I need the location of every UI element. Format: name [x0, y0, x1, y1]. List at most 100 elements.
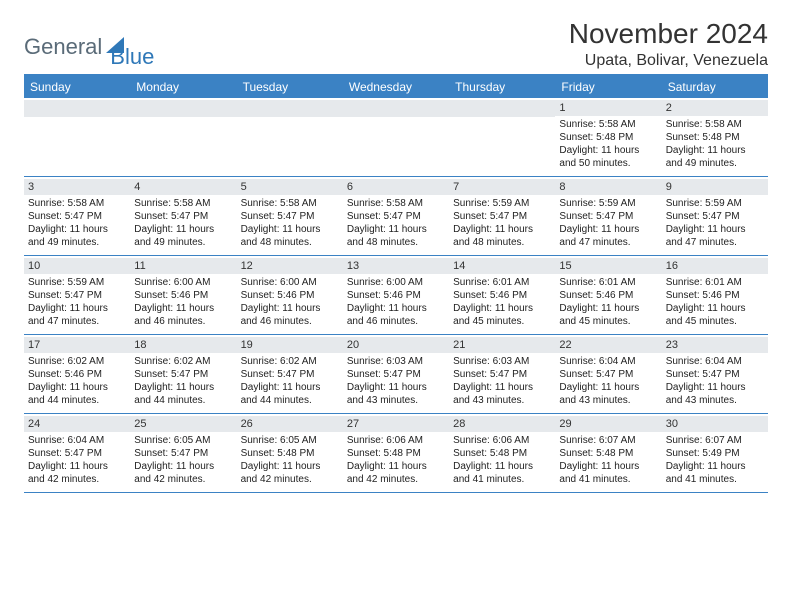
weekday-label: Monday — [130, 76, 236, 98]
day-info: Sunrise: 6:00 AMSunset: 5:46 PMDaylight:… — [134, 276, 232, 328]
logo: General Blue — [24, 24, 154, 70]
day-cell: 18Sunrise: 6:02 AMSunset: 5:47 PMDayligh… — [130, 335, 236, 413]
day-cell: 27 Sunrise: 6:06 AMSunset: 5:48 PMDayligh… — [343, 414, 449, 492]
day-info: Sunrise: 5:58 AMSunset: 5:47 PMDaylight:… — [241, 197, 339, 249]
day-info: Sunrise: 6:02 AMSunset: 5:46 PMDaylight:… — [28, 355, 126, 407]
weekday-label: Thursday — [449, 76, 555, 98]
day-cell: 24 Sunrise: 6:04 AMSunset: 5:47 PMDayligh… — [24, 414, 130, 492]
weekday-label: Friday — [555, 76, 661, 98]
day-number: 4 — [130, 179, 236, 195]
day-info: Sunrise: 6:04 AMSunset: 5:47 PMDaylight:… — [28, 434, 126, 486]
calendar: SundayMondayTuesdayWednesdayThursdayFrid… — [24, 74, 768, 493]
day-number: 5 — [237, 179, 343, 195]
empty-day-number — [449, 100, 555, 117]
day-cell: 9 Sunrise: 5:59 AMSunset: 5:47 PMDaylight… — [662, 177, 768, 255]
header: General Blue November 2024 Upata, Boliva… — [24, 18, 768, 70]
day-cell: 1 Sunrise: 5:58 AMSunset: 5:48 PMDaylight… — [555, 98, 661, 176]
empty-day-number — [24, 100, 130, 117]
day-cell — [343, 98, 449, 176]
day-info: Sunrise: 5:59 AMSunset: 5:47 PMDaylight:… — [559, 197, 657, 249]
weekday-label: Tuesday — [237, 76, 343, 98]
day-info: Sunrise: 6:06 AMSunset: 5:48 PMDaylight:… — [347, 434, 445, 486]
day-info: Sunrise: 6:01 AMSunset: 5:46 PMDaylight:… — [559, 276, 657, 328]
weekday-label: Sunday — [24, 76, 130, 98]
day-cell: 21 Sunrise: 6:03 AMSunset: 5:47 PMDayligh… — [449, 335, 555, 413]
day-info: Sunrise: 5:58 AMSunset: 5:47 PMDaylight:… — [134, 197, 232, 249]
day-number: 26 — [237, 416, 343, 432]
day-cell: 4 Sunrise: 5:58 AMSunset: 5:47 PMDaylight… — [130, 177, 236, 255]
day-cell: 13Sunrise: 6:00 AMSunset: 5:46 PMDayligh… — [343, 256, 449, 334]
day-cell: 6Sunrise: 5:58 AMSunset: 5:47 PMDaylight… — [343, 177, 449, 255]
day-info: Sunrise: 6:04 AMSunset: 5:47 PMDaylight:… — [666, 355, 764, 407]
day-number: 8 — [555, 179, 661, 195]
day-info: Sunrise: 6:02 AMSunset: 5:47 PMDaylight:… — [134, 355, 232, 407]
day-cell: 28 Sunrise: 6:06 AMSunset: 5:48 PMDayligh… — [449, 414, 555, 492]
day-cell: 7 Sunrise: 5:59 AMSunset: 5:47 PMDaylight… — [449, 177, 555, 255]
day-number: 9 — [662, 179, 768, 195]
week-row: 10 Sunrise: 5:59 AMSunset: 5:47 PMDayligh… — [24, 256, 768, 335]
day-info: Sunrise: 6:05 AMSunset: 5:47 PMDaylight:… — [134, 434, 232, 486]
day-cell — [449, 98, 555, 176]
day-number: 20 — [343, 337, 449, 353]
day-number: 27 — [343, 416, 449, 432]
day-cell — [237, 98, 343, 176]
day-cell — [24, 98, 130, 176]
day-number: 21 — [449, 337, 555, 353]
week-row: 1 Sunrise: 5:58 AMSunset: 5:48 PMDaylight… — [24, 98, 768, 177]
week-row: 17Sunrise: 6:02 AMSunset: 5:46 PMDayligh… — [24, 335, 768, 414]
day-number: 3 — [24, 179, 130, 195]
day-number: 15 — [555, 258, 661, 274]
empty-day-number — [237, 100, 343, 117]
day-info: Sunrise: 6:00 AMSunset: 5:46 PMDaylight:… — [241, 276, 339, 328]
weekday-label: Wednesday — [343, 76, 449, 98]
day-number: 22 — [555, 337, 661, 353]
day-number: 29 — [555, 416, 661, 432]
day-number: 12 — [237, 258, 343, 274]
day-info: Sunrise: 6:01 AMSunset: 5:46 PMDaylight:… — [453, 276, 551, 328]
day-info: Sunrise: 5:59 AMSunset: 5:47 PMDaylight:… — [666, 197, 764, 249]
day-number: 28 — [449, 416, 555, 432]
day-number: 19 — [237, 337, 343, 353]
day-cell: 17Sunrise: 6:02 AMSunset: 5:46 PMDayligh… — [24, 335, 130, 413]
day-info: Sunrise: 5:58 AMSunset: 5:48 PMDaylight:… — [559, 118, 657, 170]
day-info: Sunrise: 6:04 AMSunset: 5:47 PMDaylight:… — [559, 355, 657, 407]
day-number: 1 — [555, 100, 661, 116]
day-info: Sunrise: 6:06 AMSunset: 5:48 PMDaylight:… — [453, 434, 551, 486]
day-info: Sunrise: 6:03 AMSunset: 5:47 PMDaylight:… — [453, 355, 551, 407]
logo-text-general: General — [24, 34, 102, 60]
day-cell: 26Sunrise: 6:05 AMSunset: 5:48 PMDayligh… — [237, 414, 343, 492]
title-block: November 2024 Upata, Bolivar, Venezuela — [569, 18, 768, 70]
day-cell: 5 Sunrise: 5:58 AMSunset: 5:47 PMDaylight… — [237, 177, 343, 255]
day-cell: 15 Sunrise: 6:01 AMSunset: 5:46 PMDayligh… — [555, 256, 661, 334]
day-number: 24 — [24, 416, 130, 432]
day-number: 14 — [449, 258, 555, 274]
day-info: Sunrise: 6:07 AMSunset: 5:49 PMDaylight:… — [666, 434, 764, 486]
day-info: Sunrise: 6:07 AMSunset: 5:48 PMDaylight:… — [559, 434, 657, 486]
day-number: 7 — [449, 179, 555, 195]
day-number: 2 — [662, 100, 768, 116]
weekday-header-row: SundayMondayTuesdayWednesdayThursdayFrid… — [24, 76, 768, 98]
month-title: November 2024 — [569, 18, 768, 50]
day-cell: 23Sunrise: 6:04 AMSunset: 5:47 PMDayligh… — [662, 335, 768, 413]
day-number: 16 — [662, 258, 768, 274]
day-cell: 3 Sunrise: 5:58 AMSunset: 5:47 PMDaylight… — [24, 177, 130, 255]
day-info: Sunrise: 6:02 AMSunset: 5:47 PMDaylight:… — [241, 355, 339, 407]
day-info: Sunrise: 5:58 AMSunset: 5:47 PMDaylight:… — [347, 197, 445, 249]
day-cell — [130, 98, 236, 176]
day-cell: 19 Sunrise: 6:02 AMSunset: 5:47 PMDayligh… — [237, 335, 343, 413]
day-cell: 11 Sunrise: 6:00 AMSunset: 5:46 PMDayligh… — [130, 256, 236, 334]
day-number: 10 — [24, 258, 130, 274]
day-cell: 25Sunrise: 6:05 AMSunset: 5:47 PMDayligh… — [130, 414, 236, 492]
day-info: Sunrise: 5:58 AMSunset: 5:47 PMDaylight:… — [28, 197, 126, 249]
day-info: Sunrise: 5:58 AMSunset: 5:48 PMDaylight:… — [666, 118, 764, 170]
week-row: 3Sunrise: 5:58 AMSunset: 5:47 PMDaylight… — [24, 177, 768, 256]
location: Upata, Bolivar, Venezuela — [569, 52, 768, 70]
day-cell: 30 Sunrise: 6:07 AMSunset: 5:49 PMDayligh… — [662, 414, 768, 492]
day-info: Sunrise: 5:59 AMSunset: 5:47 PMDaylight:… — [453, 197, 551, 249]
logo-text-blue: Blue — [110, 44, 154, 70]
day-number: 30 — [662, 416, 768, 432]
day-number: 11 — [130, 258, 236, 274]
day-info: Sunrise: 5:59 AMSunset: 5:47 PMDaylight:… — [28, 276, 126, 328]
day-cell: 12 Sunrise: 6:00 AMSunset: 5:46 PMDayligh… — [237, 256, 343, 334]
day-cell: 20Sunrise: 6:03 AMSunset: 5:47 PMDayligh… — [343, 335, 449, 413]
